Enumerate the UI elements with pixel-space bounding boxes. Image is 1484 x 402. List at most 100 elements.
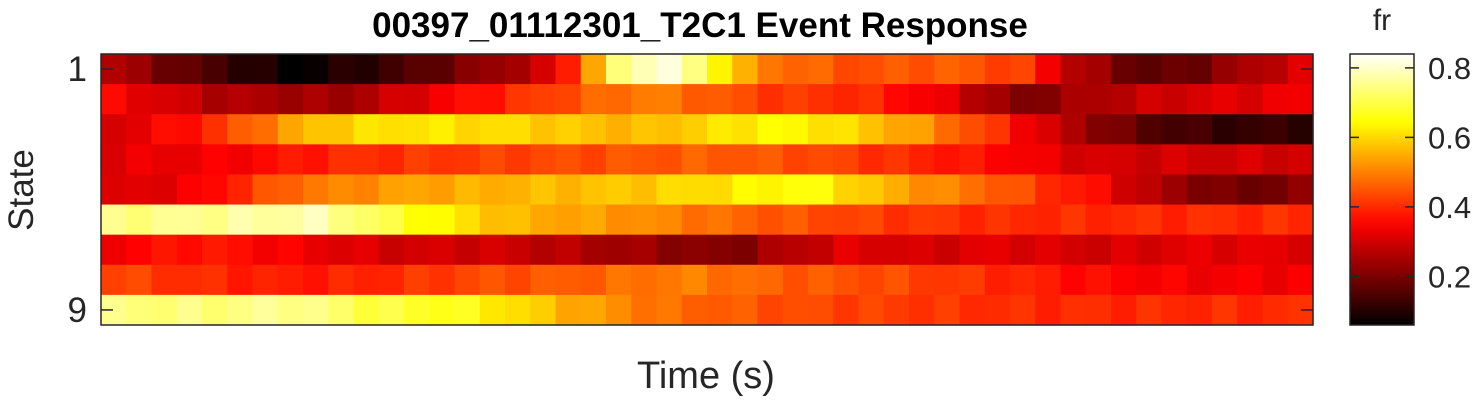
heatmap-cell <box>883 264 910 296</box>
heatmap-cell <box>732 204 759 236</box>
heatmap-cell <box>1262 144 1289 176</box>
heatmap-cell <box>1237 174 1264 206</box>
heatmap-cell <box>151 294 178 326</box>
heatmap-cell <box>505 264 531 296</box>
heatmap-cell <box>1060 54 1087 85</box>
heatmap-cell <box>858 264 885 296</box>
heatmap-cell <box>252 54 279 85</box>
x-axis-label: Time (s) <box>637 355 775 397</box>
heatmap-cell <box>479 174 506 206</box>
heatmap-cell <box>934 204 961 236</box>
heatmap-cell <box>1085 294 1112 326</box>
heatmap-cell <box>1237 144 1264 176</box>
heatmap-cell <box>1111 114 1137 145</box>
heatmap-cell <box>353 114 380 145</box>
colorbar-tick-label: 0.4 <box>1428 190 1471 225</box>
heatmap-cell <box>1136 264 1163 296</box>
heatmap-cell <box>959 264 986 296</box>
heatmap-cell <box>227 54 254 85</box>
heatmap-cell <box>757 294 784 326</box>
heatmap-cell <box>1085 204 1112 236</box>
heatmap-cell <box>858 294 885 326</box>
heatmap-cell <box>959 174 986 206</box>
colorbar-tick-label: 0.2 <box>1428 259 1471 294</box>
heatmap-cell <box>833 174 860 206</box>
heatmap-cell <box>1186 174 1213 206</box>
heatmap-cell <box>1287 234 1314 266</box>
heatmap-cell <box>277 204 304 236</box>
heatmap-cell <box>681 204 708 236</box>
heatmap-cell <box>227 234 254 266</box>
heatmap-cell <box>656 204 683 236</box>
heatmap-cell <box>404 84 430 115</box>
heatmap-cell <box>303 294 329 326</box>
heatmap-cell <box>176 144 203 176</box>
plot-frame <box>100 53 1314 326</box>
heatmap-cell <box>454 294 481 326</box>
heatmap-cell <box>959 234 986 266</box>
heatmap-cell <box>1111 174 1137 206</box>
heatmap-cell <box>858 174 885 206</box>
heatmap-cell <box>151 204 178 236</box>
heatmap-cell <box>1136 174 1163 206</box>
heatmap-cell <box>1136 84 1163 115</box>
heatmap-cell <box>227 174 254 206</box>
heatmap-cell <box>681 54 708 85</box>
heatmap-cell <box>202 144 228 176</box>
heatmap-cell <box>681 144 708 176</box>
heatmap-cell <box>631 114 658 145</box>
heatmap-cell <box>227 294 254 326</box>
heatmap-cell <box>378 204 405 236</box>
heatmap-cell <box>1212 84 1238 115</box>
heatmap-cell <box>505 54 531 85</box>
heatmap-cell <box>1237 84 1264 115</box>
heatmap-cell <box>833 234 860 266</box>
heatmap-cell <box>858 54 885 85</box>
heatmap-cell <box>303 174 329 206</box>
heatmap-cell <box>1136 114 1163 145</box>
heatmap-cell <box>782 264 809 296</box>
heatmap-cell <box>530 144 557 176</box>
heatmap-cell <box>126 234 153 266</box>
heatmap-cell <box>252 204 279 236</box>
heatmap-cell <box>707 114 733 145</box>
heatmap-cell <box>1035 234 1062 266</box>
heatmap-cell <box>277 264 304 296</box>
heatmap-cell <box>101 204 127 236</box>
heatmap-cell <box>984 264 1011 296</box>
heatmap-cell <box>1060 84 1087 115</box>
heatmap-cell <box>176 204 203 236</box>
heatmap-cell <box>707 84 733 115</box>
heatmap-cell <box>277 294 304 326</box>
heatmap-cell <box>984 54 1011 85</box>
heatmap-cell <box>530 264 557 296</box>
heatmap-cell <box>909 234 935 266</box>
heatmap-cell <box>530 114 557 145</box>
heatmap-cell <box>782 54 809 85</box>
y-tick-label: 1 <box>68 50 87 89</box>
heatmap-cell <box>656 294 683 326</box>
heatmap-cell <box>984 174 1011 206</box>
heatmap-cell <box>1111 204 1137 236</box>
heatmap-cell <box>479 264 506 296</box>
heatmap-cell <box>656 174 683 206</box>
heatmap-cell <box>378 84 405 115</box>
heatmap-cell <box>934 264 961 296</box>
heatmap-cell <box>858 144 885 176</box>
heatmap-cell <box>328 234 355 266</box>
heatmap-cell <box>883 204 910 236</box>
heatmap-cell <box>1186 54 1213 85</box>
heatmap-cell <box>404 144 430 176</box>
heatmap-cell <box>1186 294 1213 326</box>
heatmap-cell <box>1035 264 1062 296</box>
heatmap-cell <box>530 234 557 266</box>
heatmap-cell <box>101 144 127 176</box>
heatmap-cell <box>732 294 759 326</box>
heatmap-cell <box>631 264 658 296</box>
heatmap-cell <box>1212 174 1238 206</box>
heatmap-cell <box>555 294 582 326</box>
heatmap-cell <box>404 114 430 145</box>
heatmap-cell <box>959 84 986 115</box>
heatmap-cell <box>580 264 607 296</box>
heatmap-cell <box>782 234 809 266</box>
